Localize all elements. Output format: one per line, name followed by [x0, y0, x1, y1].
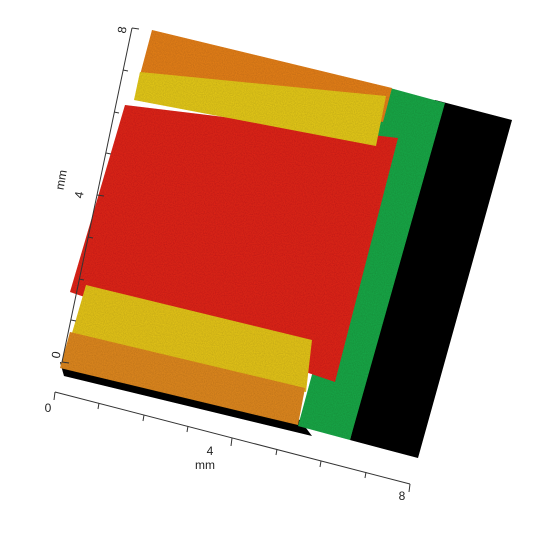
- x-axis-line: [54, 391, 411, 485]
- x-tick-label: 0: [45, 401, 52, 415]
- y-tick-label: 4: [72, 190, 87, 199]
- x-axis-label: mm: [195, 458, 215, 472]
- top-yellow-block: [134, 72, 386, 146]
- y-axis-label: mm: [53, 169, 70, 191]
- y-tick-label: 8: [115, 25, 130, 34]
- surface: [60, 30, 512, 458]
- y-axis: 0 4 8 mm: [49, 25, 140, 364]
- base-region: [350, 100, 512, 458]
- bottom-orange-block: [60, 332, 305, 425]
- x-axis-ticks: [53, 391, 411, 493]
- y-axis-ticks: [61, 27, 140, 364]
- bottom-yellow-block: [70, 285, 312, 392]
- x-tick-label: 8: [399, 489, 406, 503]
- x-axis: 0 4 8 mm: [45, 391, 411, 503]
- x-tick-label: 4: [207, 444, 214, 458]
- y-tick-label: 0: [49, 350, 64, 359]
